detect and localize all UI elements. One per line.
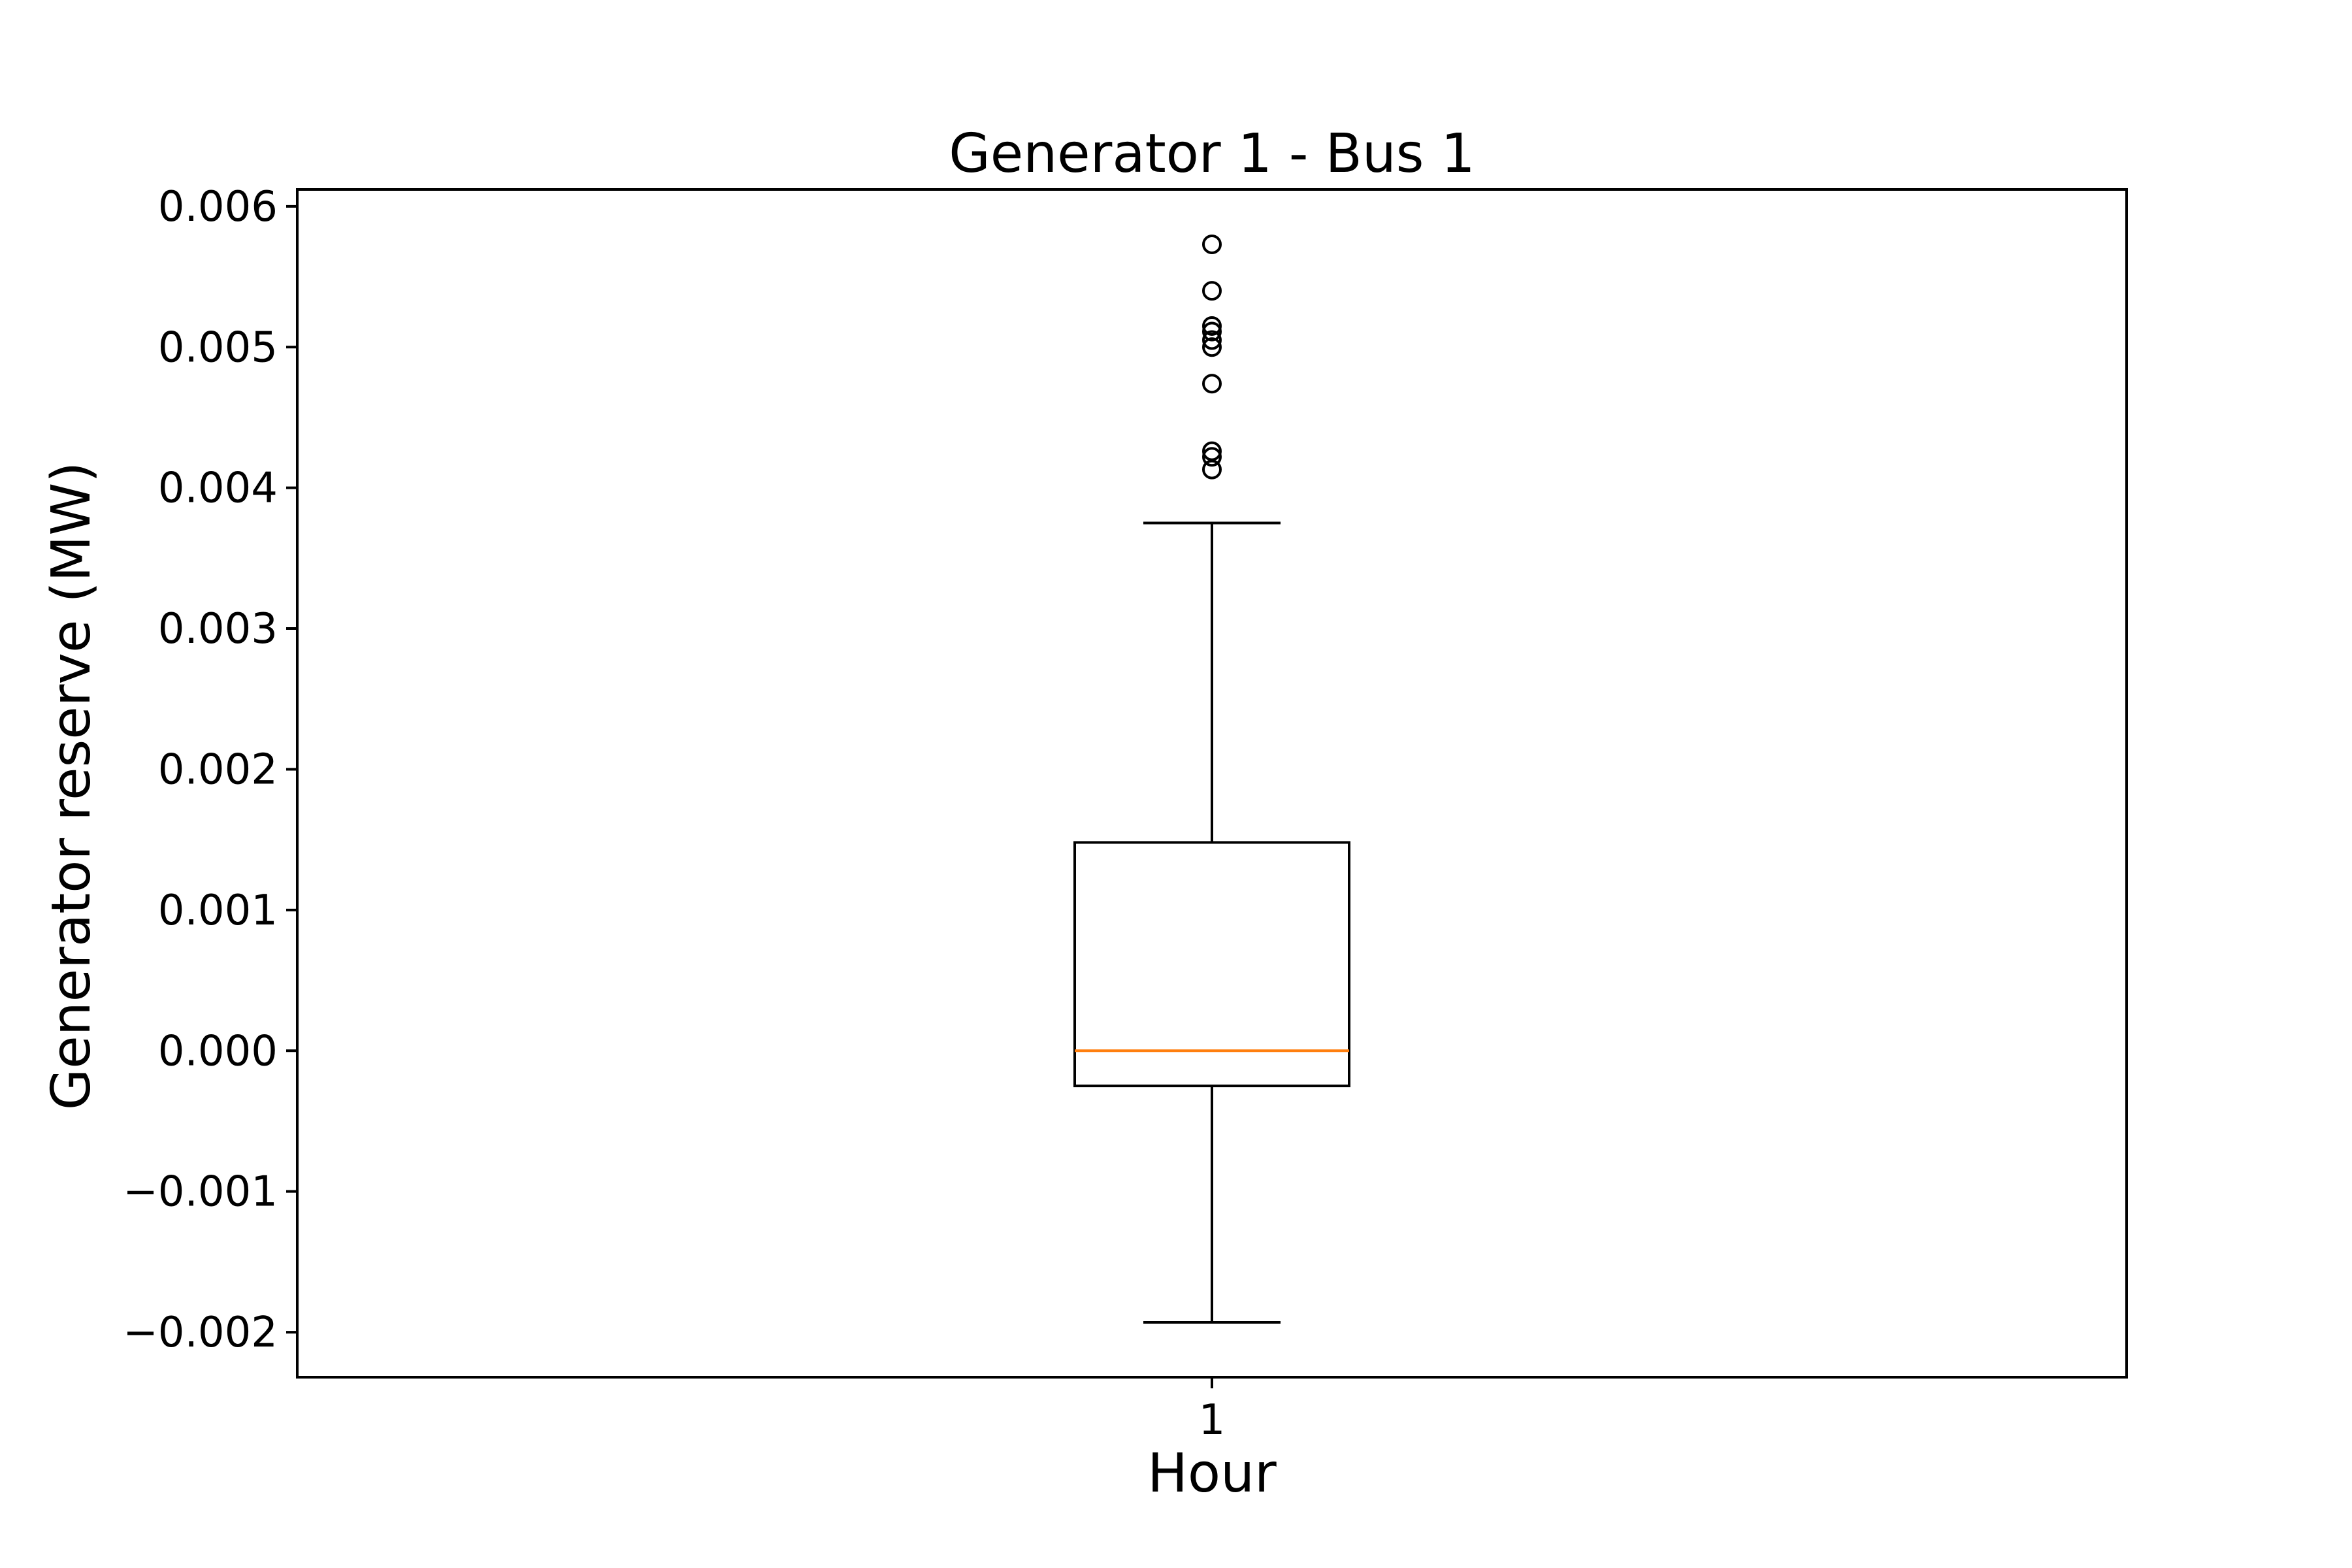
y-tick-label: 0.006 [158, 183, 278, 231]
x-axis: 1 [1199, 1377, 1226, 1445]
outlier-point [1202, 459, 1222, 480]
y-axis: −0.002 −0.001 0.000 0.001 0.002 0.003 0.004 0.0… [123, 183, 297, 1357]
y-tick-label: 0.005 [158, 323, 278, 372]
y-tick-label: 0.003 [158, 605, 278, 653]
outlier-point [1202, 321, 1222, 342]
y-axis-label: Generator reserve (MW) [41, 462, 103, 1111]
x-tick-label: 1 [1199, 1396, 1226, 1445]
outlier-point [1202, 374, 1222, 394]
outlier-point [1202, 441, 1222, 461]
x-axis-label: Hour [1147, 1443, 1277, 1505]
y-tick-label: −0.002 [123, 1309, 278, 1357]
outlier-point [1202, 330, 1222, 350]
y-tick-label: 0.002 [158, 745, 278, 794]
y-tick-label: −0.001 [123, 1168, 278, 1217]
outlier-point [1202, 337, 1222, 357]
outlier-point [1202, 447, 1222, 467]
box-group [1073, 235, 1350, 1324]
outlier-point [1202, 281, 1222, 301]
chart-title: Generator 1 - Bus 1 [949, 123, 1475, 185]
outlier-point [1202, 235, 1222, 255]
outlier-point [1202, 316, 1222, 336]
iqr-box [1073, 841, 1350, 1088]
y-tick-label: 0.004 [158, 465, 278, 513]
y-tick-label: 0.001 [158, 887, 278, 935]
y-tick-label: 0.000 [158, 1027, 278, 1075]
